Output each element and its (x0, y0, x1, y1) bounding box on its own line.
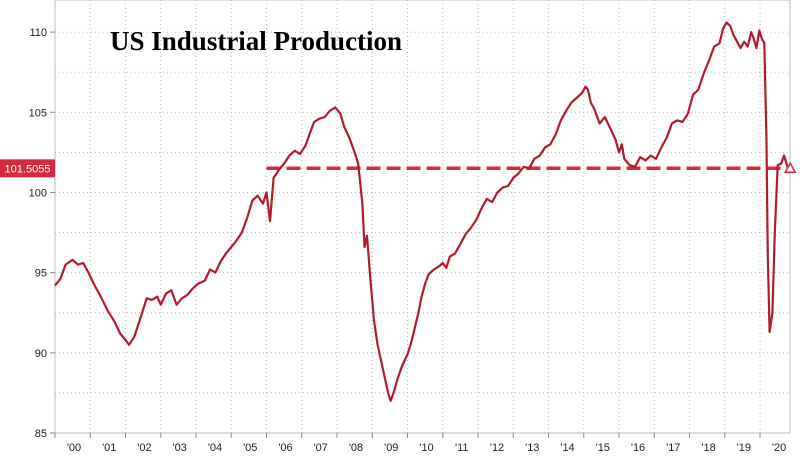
series-line (54, 21, 790, 402)
x-tick-label: '06 (278, 442, 292, 454)
x-tick-label: '04 (208, 442, 222, 454)
chart-title: US Industrial Production (110, 26, 403, 56)
x-tick-label: '19 (737, 442, 751, 454)
x-tick-label: '17 (666, 442, 680, 454)
x-tick-label: '00 (67, 442, 81, 454)
last-value-marker (783, 161, 797, 174)
x-tick-label: '18 (701, 442, 715, 454)
x-tick-label: '05 (243, 442, 257, 454)
x-tick-label: '15 (596, 442, 610, 454)
reference-value-label: 101.5055 (5, 163, 51, 175)
x-tick-label: '03 (173, 442, 187, 454)
x-tick-label: '14 (560, 442, 574, 454)
x-tick-label: '08 (349, 442, 363, 454)
plot-frame (54, 0, 791, 434)
x-tick-label: '13 (525, 442, 539, 454)
x-tick-label: '10 (419, 442, 433, 454)
y-tick-label: 95 (35, 268, 47, 280)
x-tick-label: '02 (137, 442, 151, 454)
y-tick-label: 105 (29, 107, 47, 119)
x-tick-label: '11 (455, 442, 469, 454)
reference-value-box (0, 159, 55, 178)
x-tick-label: '01 (102, 442, 116, 454)
x-tick-label: '07 (314, 442, 328, 454)
x-tick-label: '12 (490, 442, 504, 454)
y-tick-label: 100 (29, 187, 47, 199)
y-tick-label: 110 (29, 27, 47, 39)
x-tick-label: '16 (631, 442, 645, 454)
x-tick-label: '20 (772, 442, 786, 454)
x-tick-label: '09 (384, 442, 398, 454)
y-tick-label: 85 (35, 428, 47, 440)
y-tick-label: 90 (35, 348, 47, 360)
